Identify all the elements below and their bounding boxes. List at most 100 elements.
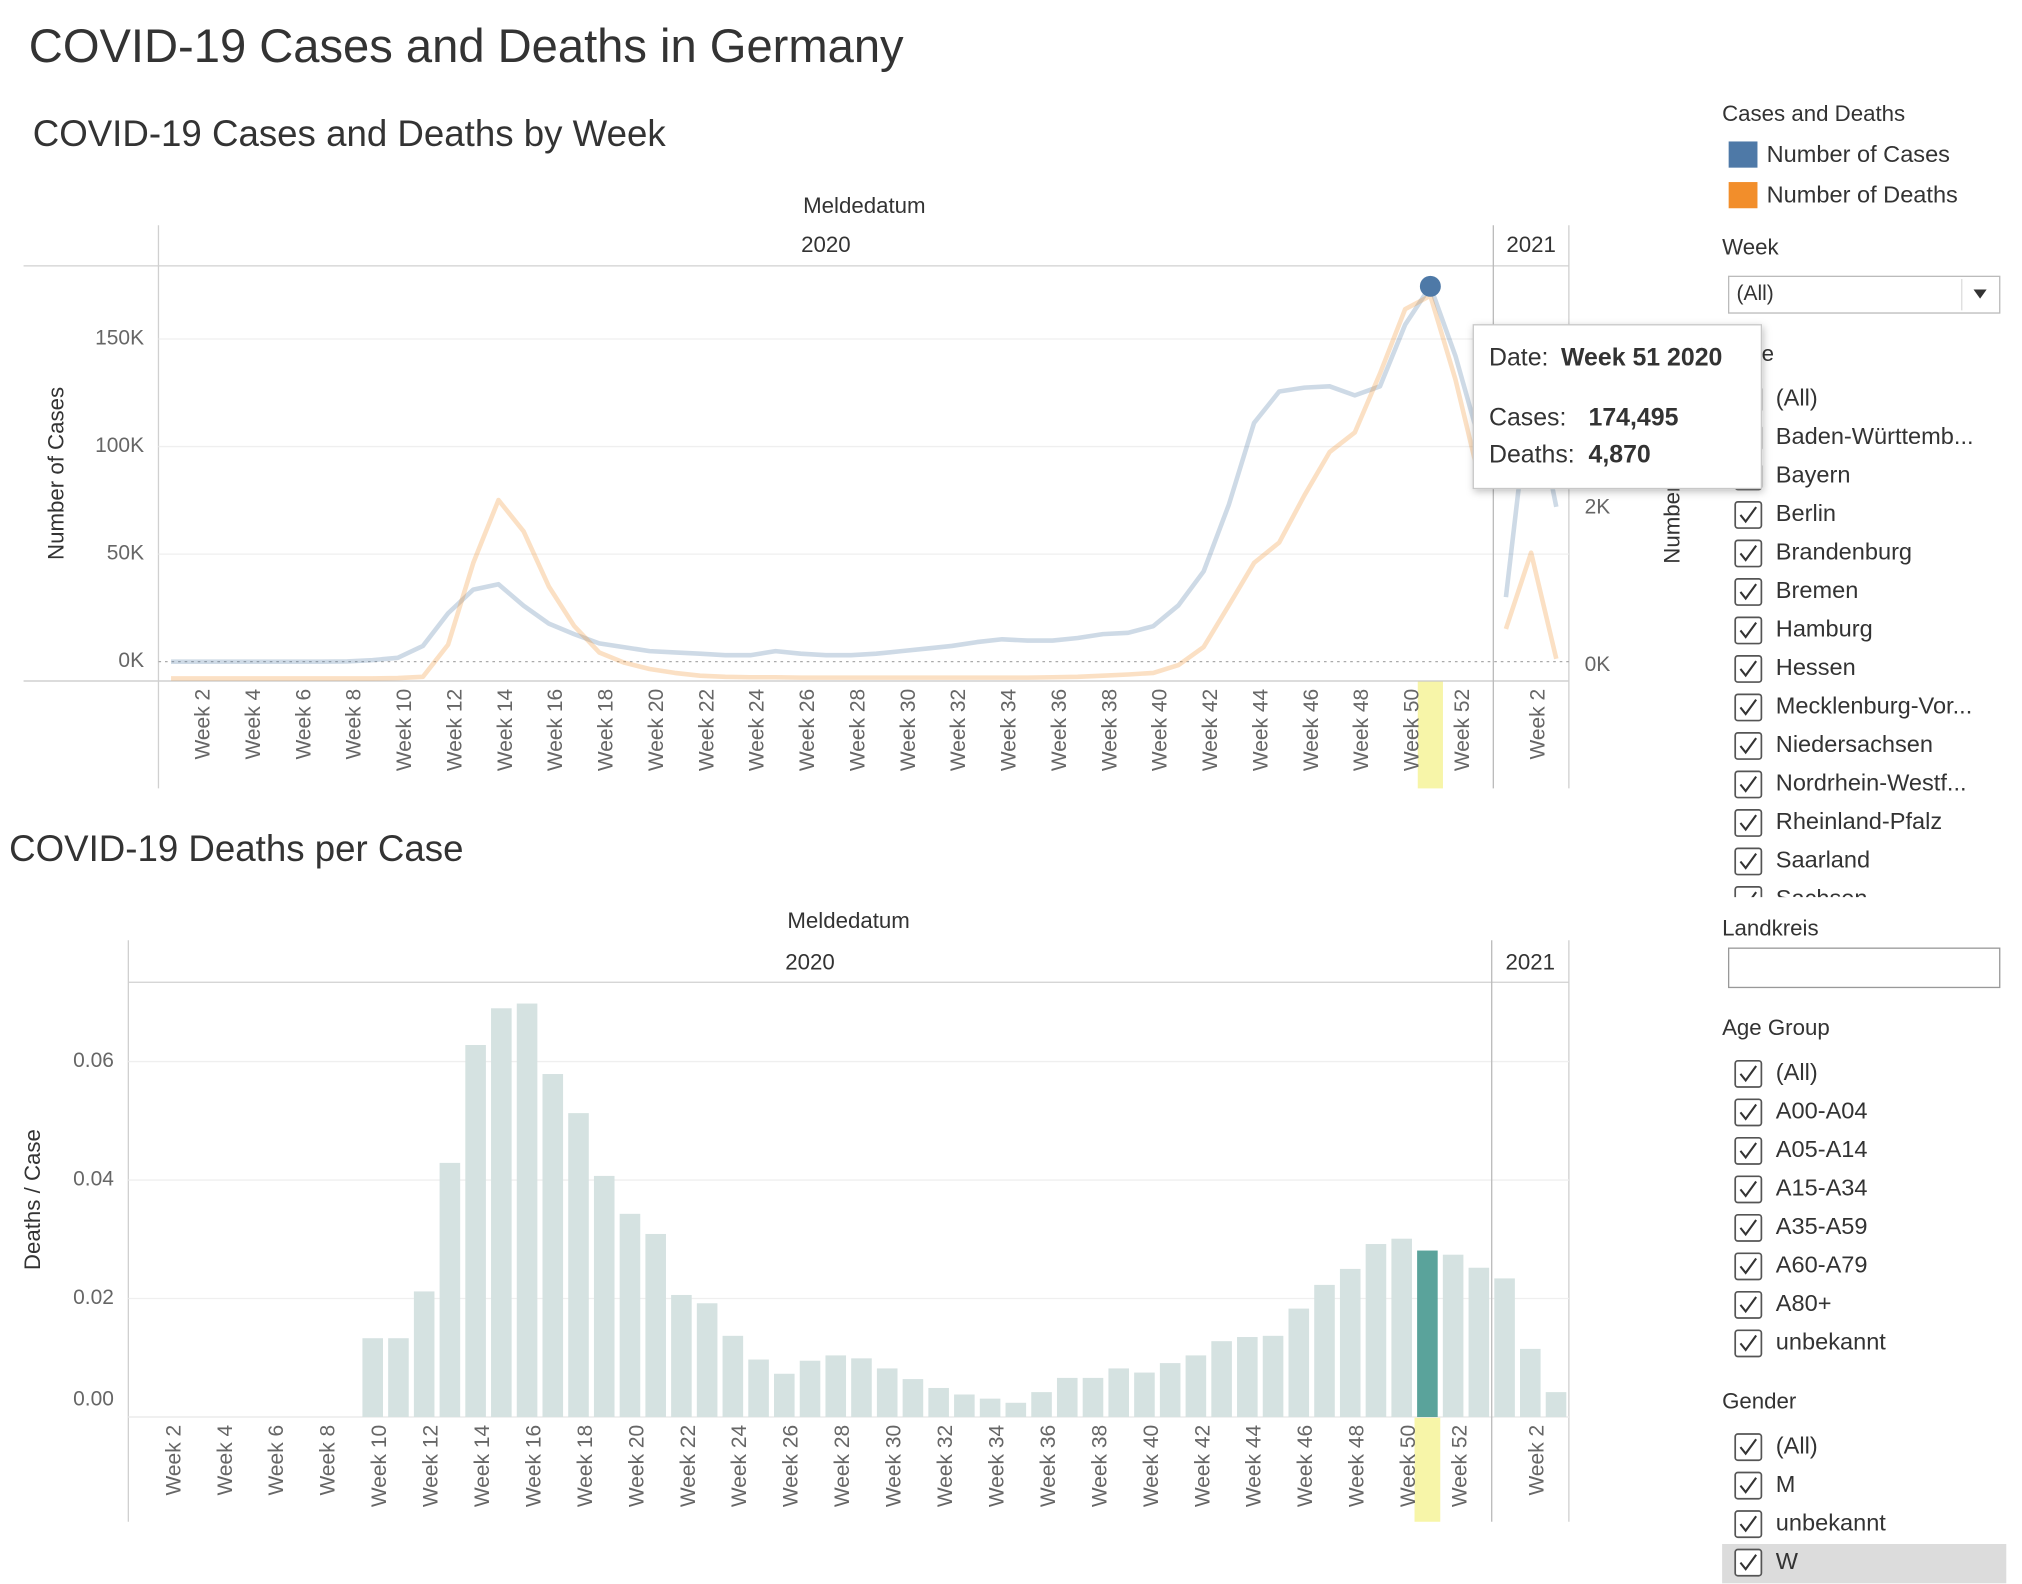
- checkbox-label[interactable]: Saarland: [1776, 847, 1870, 873]
- bar[interactable]: [928, 1387, 949, 1417]
- checkbox-label[interactable]: Nordrhein-Westf...: [1776, 770, 1967, 796]
- checkbox[interactable]: [1734, 578, 1763, 606]
- checkbox-label[interactable]: A05-A14: [1776, 1136, 1868, 1162]
- checkbox-label[interactable]: W: [1776, 1548, 1799, 1574]
- bar[interactable]: [568, 1113, 589, 1417]
- bar[interactable]: [1108, 1368, 1130, 1417]
- bar[interactable]: [1288, 1308, 1310, 1417]
- checkbox[interactable]: [1734, 847, 1763, 876]
- checkbox[interactable]: [1734, 1213, 1763, 1242]
- checkbox[interactable]: [1734, 1471, 1763, 1500]
- checkbox[interactable]: [1734, 693, 1763, 722]
- checkbox[interactable]: [1734, 1136, 1763, 1165]
- bar[interactable]: [748, 1359, 769, 1417]
- bar[interactable]: [1237, 1337, 1258, 1417]
- bar[interactable]: [825, 1355, 847, 1417]
- bar[interactable]: [388, 1338, 409, 1417]
- checkbox[interactable]: [1734, 539, 1763, 568]
- bar[interactable]: [1468, 1267, 1490, 1417]
- checkbox[interactable]: [1734, 1433, 1763, 1462]
- bar[interactable]: [799, 1360, 821, 1417]
- checkbox[interactable]: [1734, 616, 1763, 645]
- bar[interactable]: [1159, 1363, 1181, 1417]
- bar[interactable]: [1494, 1278, 1515, 1417]
- bar[interactable]: [1185, 1355, 1207, 1417]
- bar[interactable]: [1134, 1372, 1155, 1417]
- checkbox-label[interactable]: Mecklenburg-Vor...: [1776, 693, 1972, 719]
- checkbox-label[interactable]: Niedersachsen: [1776, 731, 1933, 757]
- bar[interactable]: [1005, 1402, 1027, 1417]
- bar[interactable]: [1545, 1392, 1567, 1417]
- bar[interactable]: [593, 1175, 615, 1417]
- checkbox-label[interactable]: (All): [1776, 1432, 1818, 1458]
- checkbox-label[interactable]: A35-A59: [1776, 1213, 1868, 1239]
- checkbox[interactable]: [1734, 1059, 1763, 1088]
- selected-point[interactable]: [1419, 275, 1441, 297]
- bar[interactable]: [876, 1368, 898, 1417]
- bar[interactable]: [1056, 1377, 1078, 1417]
- legend-label[interactable]: Number of Deaths: [1767, 182, 1958, 208]
- bar[interactable]: [516, 1003, 538, 1417]
- checkbox[interactable]: [1734, 809, 1763, 837]
- checkbox[interactable]: [1734, 1548, 1763, 1577]
- checkbox-label[interactable]: M: [1776, 1471, 1796, 1497]
- bar[interactable]: [1262, 1335, 1284, 1417]
- checkbox-label[interactable]: Berlin: [1776, 500, 1836, 526]
- bar[interactable]: [774, 1373, 795, 1417]
- checkbox[interactable]: [1734, 770, 1763, 799]
- checkbox-label[interactable]: A60-A79: [1776, 1252, 1868, 1278]
- bar[interactable]: [1314, 1284, 1335, 1417]
- checkbox[interactable]: [1734, 501, 1763, 529]
- dropdown[interactable]: [1727, 275, 2001, 314]
- bar[interactable]: [1365, 1244, 1387, 1417]
- bar[interactable]: [542, 1074, 564, 1417]
- bar[interactable]: [1391, 1238, 1412, 1417]
- checkbox[interactable]: [1734, 1510, 1763, 1539]
- checkbox-label[interactable]: Sachsen: [1776, 885, 1868, 911]
- bar[interactable]: [1211, 1341, 1232, 1417]
- bar[interactable]: [902, 1379, 924, 1417]
- bar[interactable]: [1339, 1268, 1361, 1417]
- bar[interactable]: [413, 1291, 435, 1417]
- checkbox-label[interactable]: Bayern: [1776, 462, 1851, 488]
- checkbox-label[interactable]: Hamburg: [1776, 616, 1873, 642]
- bar[interactable]: [722, 1335, 744, 1417]
- checkbox-label[interactable]: Brandenburg: [1776, 539, 1912, 565]
- checkbox-label[interactable]: A00-A04: [1776, 1098, 1868, 1124]
- bar[interactable]: [1520, 1348, 1541, 1417]
- checkbox-label[interactable]: unbekannt: [1776, 1509, 1887, 1535]
- checkbox-label[interactable]: (All): [1776, 1059, 1818, 1085]
- bar[interactable]: [851, 1358, 872, 1417]
- bar[interactable]: [491, 1008, 512, 1417]
- checkbox[interactable]: [1734, 1098, 1763, 1127]
- checkbox[interactable]: [1734, 732, 1763, 760]
- bar[interactable]: [619, 1213, 641, 1417]
- checkbox-label[interactable]: unbekannt: [1776, 1329, 1887, 1355]
- checkbox-label[interactable]: Hessen: [1776, 654, 1856, 680]
- checkbox[interactable]: [1734, 1175, 1763, 1204]
- checkbox-label[interactable]: Rheinland-Pfalz: [1776, 808, 1942, 834]
- bar[interactable]: [645, 1233, 666, 1417]
- bar[interactable]: [439, 1162, 461, 1417]
- checkbox-label[interactable]: Bremen: [1776, 577, 1859, 603]
- legend-label[interactable]: Number of Cases: [1767, 141, 1950, 167]
- dropdown-arrow[interactable]: [1973, 289, 1987, 299]
- checkbox-label[interactable]: A15-A34: [1776, 1175, 1868, 1201]
- checkbox[interactable]: [1734, 1252, 1763, 1281]
- checkbox[interactable]: [1734, 1290, 1763, 1319]
- bar[interactable]: [696, 1303, 718, 1417]
- bar[interactable]: [671, 1294, 692, 1417]
- bar[interactable]: [1082, 1377, 1104, 1417]
- bar[interactable]: [954, 1394, 975, 1417]
- dropdown-value[interactable]: (All): [1737, 282, 1774, 305]
- checkbox-label[interactable]: A80+: [1776, 1290, 1832, 1316]
- checkbox[interactable]: [1734, 886, 1763, 913]
- legend-swatch[interactable]: [1728, 141, 1758, 168]
- checkbox[interactable]: [1734, 655, 1763, 683]
- bar[interactable]: [362, 1338, 384, 1417]
- bar[interactable]: [1031, 1392, 1052, 1417]
- bar[interactable]: [1417, 1250, 1438, 1417]
- checkbox-label[interactable]: (All): [1776, 385, 1818, 411]
- bar[interactable]: [465, 1045, 486, 1417]
- bar[interactable]: [979, 1398, 1001, 1417]
